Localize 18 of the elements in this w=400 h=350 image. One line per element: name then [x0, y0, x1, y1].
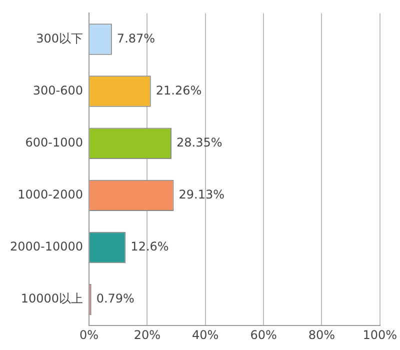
- x-tick-label: 40%: [192, 328, 219, 342]
- data-label: 21.26%: [156, 83, 202, 98]
- y-tick-label: 1000-2000: [18, 188, 84, 202]
- data-label: 28.35%: [176, 135, 222, 150]
- x-tick-label: 0%: [80, 328, 99, 342]
- x-tick-label: 100%: [362, 328, 398, 342]
- x-tick-label: 80%: [308, 328, 336, 342]
- y-tick-label: 300-600: [32, 83, 84, 98]
- data-label: 7.87%: [116, 31, 156, 46]
- x-tick-label: 20%: [134, 328, 161, 342]
- data-label: 29.13%: [178, 188, 225, 202]
- y-tick-label: 2000-10000: [10, 240, 84, 254]
- data-label: 12.6%: [130, 240, 169, 254]
- y-tick-label: 10000以上: [20, 292, 84, 306]
- x-tick-label: 60%: [250, 328, 277, 342]
- y-tick-label: 300以下: [36, 31, 84, 46]
- data-label: 0.79%: [96, 292, 134, 306]
- y-tick-label: 600-1000: [25, 135, 84, 150]
